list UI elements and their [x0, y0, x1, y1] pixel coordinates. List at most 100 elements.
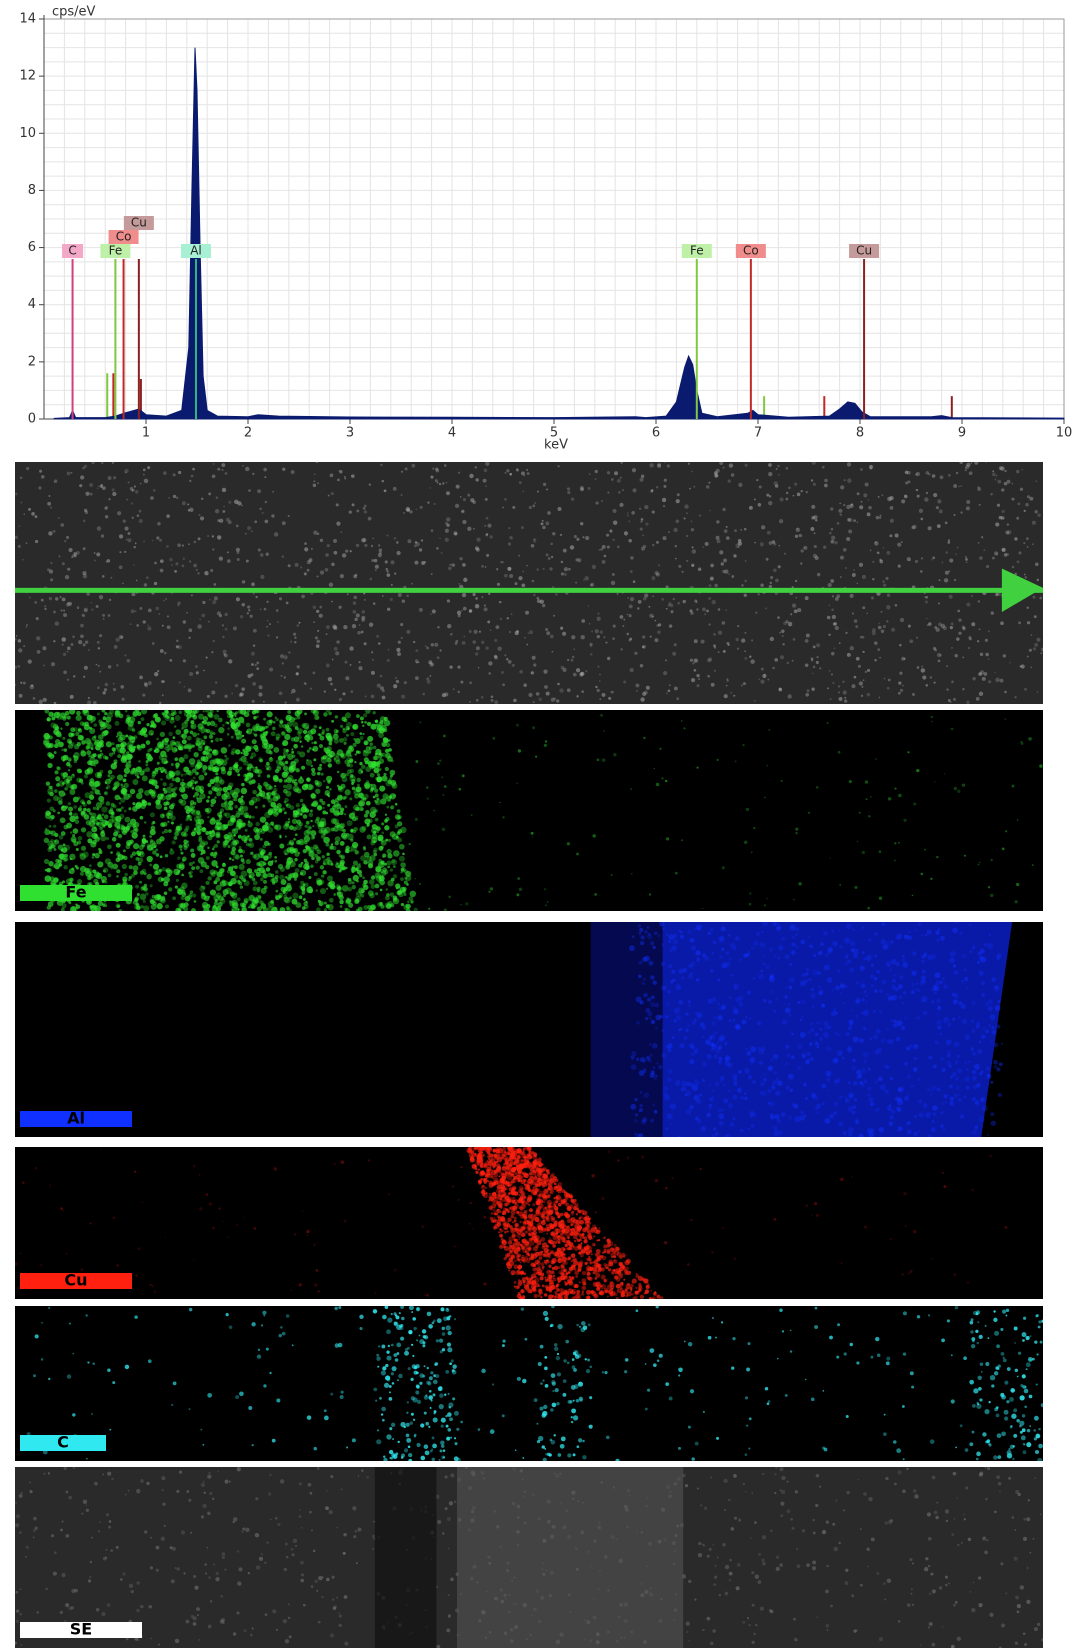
map-dot — [746, 808, 749, 811]
map-dot — [323, 862, 326, 865]
map-dot — [926, 618, 928, 620]
map-dot — [147, 756, 153, 762]
map-dot — [958, 486, 960, 488]
map-dot — [330, 683, 333, 686]
map-dot — [83, 710, 89, 716]
map-dot — [637, 607, 639, 609]
map-dot — [408, 843, 410, 845]
map-dot — [281, 675, 283, 677]
map-dot — [888, 679, 891, 682]
map-content — [14, 460, 1045, 704]
map-dot — [355, 850, 359, 854]
map-dot — [255, 596, 257, 598]
map-dot — [353, 601, 356, 604]
map-dot — [779, 545, 781, 547]
map-dot — [228, 881, 233, 886]
map-dot — [180, 734, 183, 737]
map-dot — [800, 1111, 804, 1115]
map-dot — [397, 809, 401, 813]
map-dot — [134, 485, 136, 487]
map-dot — [173, 495, 176, 498]
map-dot — [898, 842, 900, 844]
map-dot — [154, 672, 158, 676]
map-dot — [718, 1109, 722, 1113]
map-dot — [406, 630, 410, 634]
map-dot — [248, 895, 254, 901]
map-dot — [766, 765, 768, 767]
map-dot — [126, 751, 129, 754]
map-dot — [320, 570, 324, 574]
map-dot — [390, 831, 396, 837]
map-dot — [455, 504, 459, 508]
map-dot — [93, 701, 97, 705]
map-dot — [166, 545, 169, 548]
map-dot — [294, 851, 299, 856]
map-dot — [406, 883, 408, 885]
map-dot — [167, 874, 170, 877]
map-dot — [410, 891, 416, 897]
map-dot — [830, 579, 834, 583]
map-dot — [78, 640, 82, 644]
map-dot — [313, 606, 316, 609]
map-dot — [779, 497, 783, 501]
map-dot — [213, 846, 215, 848]
map-dot — [230, 714, 234, 718]
map-dot — [507, 567, 511, 571]
map-dot — [47, 763, 52, 768]
map-dot — [313, 484, 316, 487]
map-dot — [674, 687, 678, 691]
map-dot — [345, 789, 351, 795]
map-dot — [670, 604, 674, 608]
map-dot — [150, 826, 155, 831]
map-dot — [232, 798, 235, 801]
map-dot — [92, 856, 95, 859]
map-dot — [427, 680, 431, 684]
map-dot — [778, 565, 781, 568]
map-dot — [242, 850, 245, 853]
map-dot — [324, 902, 327, 905]
map-dot — [199, 618, 201, 620]
map-dot — [979, 862, 980, 863]
map-dot — [205, 865, 209, 869]
map-dot — [223, 506, 225, 508]
map-dot — [260, 878, 263, 881]
map-dot — [475, 652, 478, 655]
map-dot — [172, 840, 176, 844]
map-dot — [269, 744, 274, 749]
y-tick-label: 10 — [19, 126, 36, 141]
map-dot — [191, 853, 196, 858]
map-dot — [393, 874, 397, 878]
map-dot — [252, 700, 255, 703]
map-dot — [884, 678, 886, 680]
map-dot — [135, 709, 139, 713]
map-dot — [147, 626, 151, 630]
map-content — [15, 707, 1043, 914]
map-dot — [552, 532, 555, 535]
map-dot — [61, 831, 66, 836]
map-dot — [592, 565, 596, 569]
map-dot — [214, 796, 216, 798]
map-dot — [948, 541, 951, 544]
map-dot — [44, 605, 46, 607]
map-dot — [313, 671, 316, 674]
map-dot — [94, 853, 99, 858]
map-dot — [762, 674, 766, 678]
map-dot — [721, 948, 724, 951]
map-dot — [321, 874, 324, 877]
map-dot — [744, 650, 746, 652]
map-dot — [1002, 848, 1005, 851]
map-dot — [53, 729, 59, 735]
map-dot — [793, 495, 795, 497]
map-dot — [440, 649, 442, 651]
map-dot — [93, 879, 98, 884]
map-dot — [96, 664, 98, 666]
map-dot — [456, 485, 460, 489]
map-dot — [227, 733, 230, 736]
map-dot — [337, 785, 340, 788]
map-dot — [340, 855, 345, 860]
map-dot — [289, 765, 294, 770]
map-dot — [26, 626, 28, 628]
map-dot — [977, 487, 981, 491]
map-dot — [347, 820, 353, 826]
map-dot — [590, 583, 594, 587]
